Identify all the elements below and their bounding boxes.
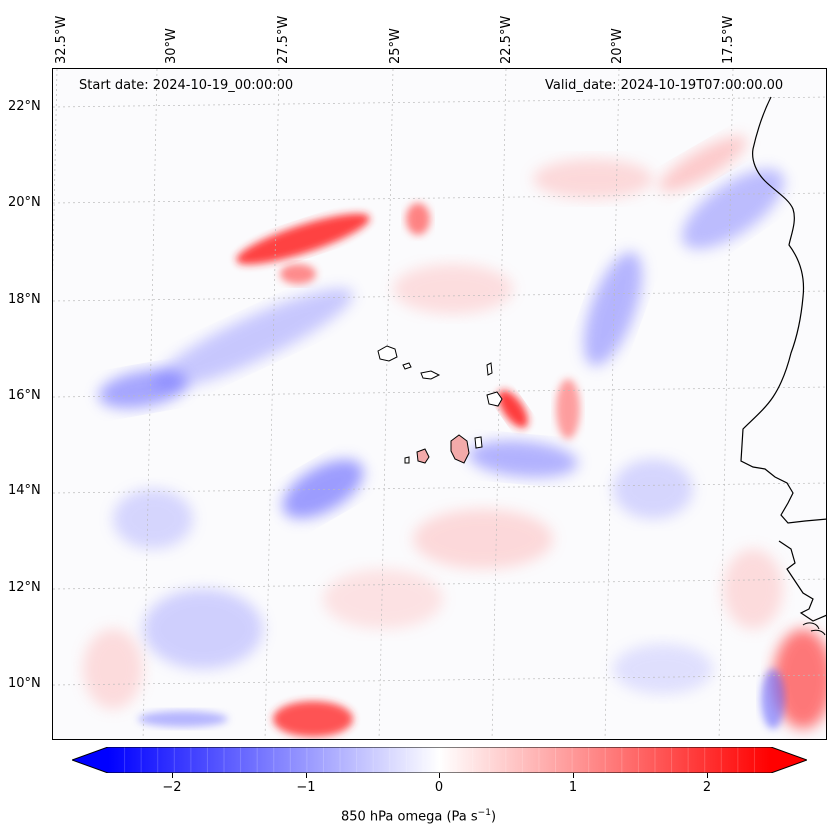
parallel-line xyxy=(53,386,826,398)
ascent-region xyxy=(613,459,693,519)
subsidence-region xyxy=(280,264,316,284)
cape-verde-islands xyxy=(377,345,503,464)
subsidence-region xyxy=(556,379,580,439)
meridian-line xyxy=(53,69,58,278)
lat-label-10n: 10°N xyxy=(8,676,41,691)
meridian-line xyxy=(718,69,734,739)
subsidence-region xyxy=(533,159,653,199)
subsidence-region xyxy=(773,629,826,729)
lon-label-25w: 25°W xyxy=(388,28,403,64)
island-fogo xyxy=(416,448,430,464)
ascent-region xyxy=(143,589,263,669)
subsidence-region xyxy=(659,136,747,192)
lat-label-18n: 18°N xyxy=(8,292,41,307)
coast-detail xyxy=(778,540,826,622)
lat-label-14n: 14°N xyxy=(8,483,41,498)
subsidence-region xyxy=(83,629,143,709)
ascent-region xyxy=(282,459,364,519)
parallel-line xyxy=(53,290,826,302)
colorbar-label-superscript: −1 xyxy=(477,808,491,818)
subsidence-region xyxy=(323,569,443,629)
start-date-label: Start date: 2024-10-19_00:00:00 xyxy=(79,78,294,93)
subsidence-region xyxy=(273,701,353,737)
subsidence-region xyxy=(413,509,553,569)
colorbar-high-extend xyxy=(771,747,807,773)
meridian-line xyxy=(378,69,394,739)
parallel-line xyxy=(53,674,826,686)
colorbar-tickmark xyxy=(573,773,574,778)
bissagos-islands xyxy=(802,622,826,636)
colorbar-label-end: ) xyxy=(490,809,497,825)
colorbar-tick-minus2: −2 xyxy=(162,780,182,795)
colorbar-body xyxy=(108,747,771,773)
coastlines xyxy=(740,96,826,636)
lon-label-20w: 20°W xyxy=(610,28,625,64)
lat-label-12n: 12°N xyxy=(8,580,41,595)
colorbar-tick-0: 0 xyxy=(434,780,444,795)
island-santo-antao xyxy=(377,345,398,362)
subsidence-region xyxy=(393,264,513,314)
island-brava xyxy=(404,456,410,464)
island-sal xyxy=(486,362,493,376)
lon-label-17.5w: 17.5°W xyxy=(721,15,736,64)
colorbar-tickmark xyxy=(172,773,173,778)
island-sao-vicente xyxy=(402,362,412,370)
omega-field xyxy=(83,136,826,737)
island-sao-nicolau xyxy=(420,370,441,380)
map-panel xyxy=(52,68,827,740)
ascent-region xyxy=(761,669,785,729)
parallel-line xyxy=(53,482,826,494)
colorbar xyxy=(72,747,807,773)
ascent-region xyxy=(583,252,643,366)
meridian-line xyxy=(264,69,280,739)
colorbar-tickmark xyxy=(439,773,440,778)
colorbar-low-extend xyxy=(72,747,108,773)
omega-field-map xyxy=(53,69,826,739)
colorbar-tickmark xyxy=(306,773,307,778)
ascent-region xyxy=(113,489,193,549)
colorbar-label-text: 850 hPa omega (Pa s xyxy=(340,809,478,825)
ascent-region xyxy=(138,711,228,727)
parallel-line xyxy=(53,192,826,204)
colorbar-label: 850 hPa omega (Pa s−1) xyxy=(0,808,837,824)
lon-label-32.5w: 32.5°W xyxy=(54,15,69,64)
subsidence-region xyxy=(406,203,430,235)
gridlines xyxy=(53,69,826,739)
island-santiago xyxy=(450,434,470,464)
valid-date-label: Valid_date: 2024-10-19T07:00:00.00 xyxy=(545,78,784,93)
subsidence-region xyxy=(497,390,529,428)
lon-label-30w: 30°W xyxy=(164,28,179,64)
island-boa-vista xyxy=(486,391,503,407)
ascent-region xyxy=(98,369,188,409)
island-maio xyxy=(474,436,483,449)
ascent-region xyxy=(152,288,354,390)
colorbar-bands xyxy=(124,747,755,773)
lat-label-20n: 20°N xyxy=(8,195,41,210)
ascent-region xyxy=(613,644,713,694)
colorbar-tick-2: 2 xyxy=(702,780,712,795)
lat-label-22n: 22°N xyxy=(8,99,41,114)
subsidence-region xyxy=(236,213,370,265)
parallel-line xyxy=(53,578,826,590)
lon-label-27.5w: 27.5°W xyxy=(276,15,291,64)
meridian-line xyxy=(142,69,158,739)
colorbar-tick-minus1: −1 xyxy=(296,780,316,795)
ascent-region xyxy=(681,168,785,250)
parallel-line xyxy=(53,96,826,108)
lon-label-22.5w: 22.5°W xyxy=(499,15,514,64)
ascent-region xyxy=(468,440,578,478)
colorbar-tick-1: 1 xyxy=(568,780,578,795)
lat-label-16n: 16°N xyxy=(8,388,41,403)
subsidence-region xyxy=(723,549,783,629)
meridian-line xyxy=(604,69,620,739)
colorbar-tickmark xyxy=(707,773,708,778)
africa-coastline xyxy=(740,96,826,524)
